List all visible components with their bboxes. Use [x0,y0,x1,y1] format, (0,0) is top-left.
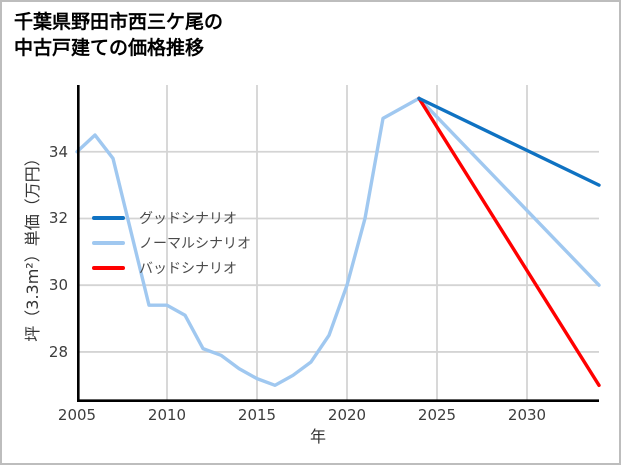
y-tick-label-30: 30 [48,276,68,295]
legend-item-normal-scenario: ノーマルシナリオ [92,230,251,255]
chart-title-line1: 千葉県野田市西三ケ尾の [14,11,224,33]
legend-item-bad-scenario: バッドシナリオ [92,255,251,280]
x-tick-label-2030: 2030 [507,406,547,424]
legend-label-bad-scenario: バッドシナリオ [139,260,237,277]
chart-title: 千葉県野田市西三ケ尾の 中古戸建ての価格推移 [14,9,223,61]
bad-scenario-line-swatch [92,265,125,270]
plot-area [75,85,601,403]
y-tick-label-34: 34 [48,142,68,161]
x-axis-label: 年 [309,427,327,446]
x-tick-label-2005: 2005 [57,406,97,424]
x-tick-label-2010: 2010 [147,406,187,424]
legend-item-good-scenario: グッドシナリオ [92,205,251,230]
y-tick-label-28: 28 [48,342,68,361]
good-scenario-line-swatch [92,215,125,220]
x-tick-label-2025: 2025 [417,406,457,424]
good-scenario-forecast-line [417,96,601,187]
y-tick-label-32: 32 [48,209,68,228]
legend: グッドシナリオ ノーマルシナリオ バッドシナリオ [92,205,251,280]
bad-scenario-forecast-line [417,96,601,388]
x-tick-label-2015: 2015 [237,406,277,424]
legend-label-good-scenario: グッドシナリオ [139,210,237,227]
legend-label-normal-scenario: ノーマルシナリオ [139,235,251,252]
x-tick-label-2020: 2020 [327,406,367,424]
chart-title-line2: 中古戸建ての価格推移 [14,37,205,59]
price-history-line [75,96,421,388]
normal-scenario-forecast-line [417,96,601,287]
y-axis-label: 坪（3.3m²）単価（万円） [23,150,42,342]
normal-scenario-line-swatch [92,240,125,245]
